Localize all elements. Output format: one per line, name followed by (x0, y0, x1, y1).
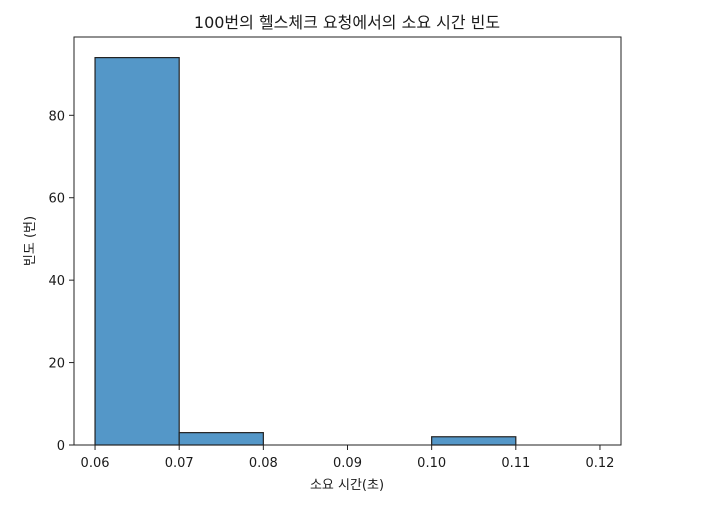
x-tick-label: 0.06 (81, 456, 110, 471)
x-tick-label: 0.07 (165, 456, 194, 471)
y-tick-label: 80 (48, 109, 65, 124)
x-tick-label: 0.08 (249, 456, 278, 471)
y-tick-label: 40 (48, 274, 65, 289)
chart-title: 100번의 헬스체크 요청에서의 소요 시간 빈도 (194, 13, 500, 32)
bars-group (94, 57, 517, 446)
histogram-bar-0 (94, 57, 180, 446)
x-tick-label: 0.10 (417, 456, 446, 471)
x-tick-label: 0.12 (585, 456, 614, 471)
x-tick-label: 0.11 (501, 456, 530, 471)
histogram-bar-4 (431, 436, 517, 446)
y-tick-label: 0 (57, 439, 65, 454)
x-tick-label: 0.09 (333, 456, 362, 471)
x-axis: 0.06 0.07 0.08 0.09 0.10 0.11 0.12 (81, 445, 614, 471)
y-axis: 0 20 40 60 80 (48, 109, 74, 454)
y-axis-label: 빈도 (번) (23, 216, 38, 266)
histogram-bar-1 (178, 432, 264, 446)
y-tick-label: 20 (48, 357, 65, 372)
y-tick-label: 60 (48, 192, 65, 207)
x-axis-label: 소요 시간(초) (310, 478, 384, 493)
